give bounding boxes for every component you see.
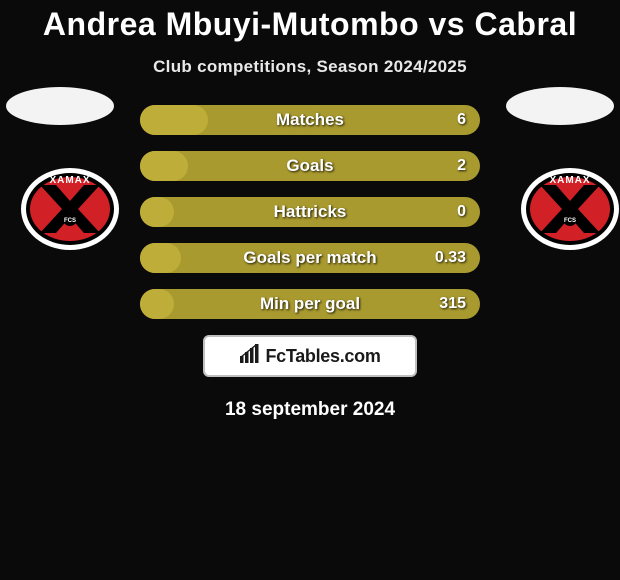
svg-text:XAMAX: XAMAX <box>49 175 90 186</box>
club-logo-right: XAMAX FCS <box>520 167 620 251</box>
stat-label: Matches <box>276 110 344 130</box>
stat-label: Hattricks <box>274 202 347 222</box>
stat-rows: Matches 6 Goals 2 Hattricks 0 Goals per match 0… <box>140 105 480 319</box>
subtitle: Club competitions, Season 2024/2025 <box>0 57 620 77</box>
stat-bar-highlight <box>140 289 174 319</box>
page-title: Andrea Mbuyi-Mutombo vs Cabral <box>0 0 620 43</box>
player-photo-left <box>6 87 114 125</box>
stat-value: 6 <box>457 111 466 129</box>
comparison-content: XAMAX FCS XAMAX FCS Matches 6 Goals 2 Hattri… <box>0 105 620 421</box>
stat-bar-highlight <box>140 197 174 227</box>
stat-bar-highlight <box>140 105 208 135</box>
stat-value: 0.33 <box>435 249 466 267</box>
stat-bar-highlight <box>140 243 181 273</box>
stat-value: 2 <box>457 157 466 175</box>
stat-value: 315 <box>439 295 466 313</box>
stat-row: Goals per match 0.33 <box>140 243 480 273</box>
stat-row: Matches 6 <box>140 105 480 135</box>
brand-text: FcTables.com <box>265 346 380 367</box>
stat-row: Goals 2 <box>140 151 480 181</box>
svg-text:FCS: FCS <box>64 218 76 224</box>
stat-label: Min per goal <box>260 294 360 314</box>
stat-bar-highlight <box>140 151 188 181</box>
club-logo-left: XAMAX FCS <box>20 167 120 251</box>
svg-text:FCS: FCS <box>564 218 576 224</box>
brand-chart-icon <box>239 344 261 369</box>
stat-row: Hattricks 0 <box>140 197 480 227</box>
brand-box[interactable]: FcTables.com <box>203 335 417 377</box>
date-text: 18 september 2024 <box>0 399 620 421</box>
stat-value: 0 <box>457 203 466 221</box>
stat-label: Goals per match <box>243 248 376 268</box>
stat-row: Min per goal 315 <box>140 289 480 319</box>
player-photo-right <box>506 87 614 125</box>
stat-label: Goals <box>286 156 333 176</box>
svg-text:XAMAX: XAMAX <box>549 175 590 186</box>
